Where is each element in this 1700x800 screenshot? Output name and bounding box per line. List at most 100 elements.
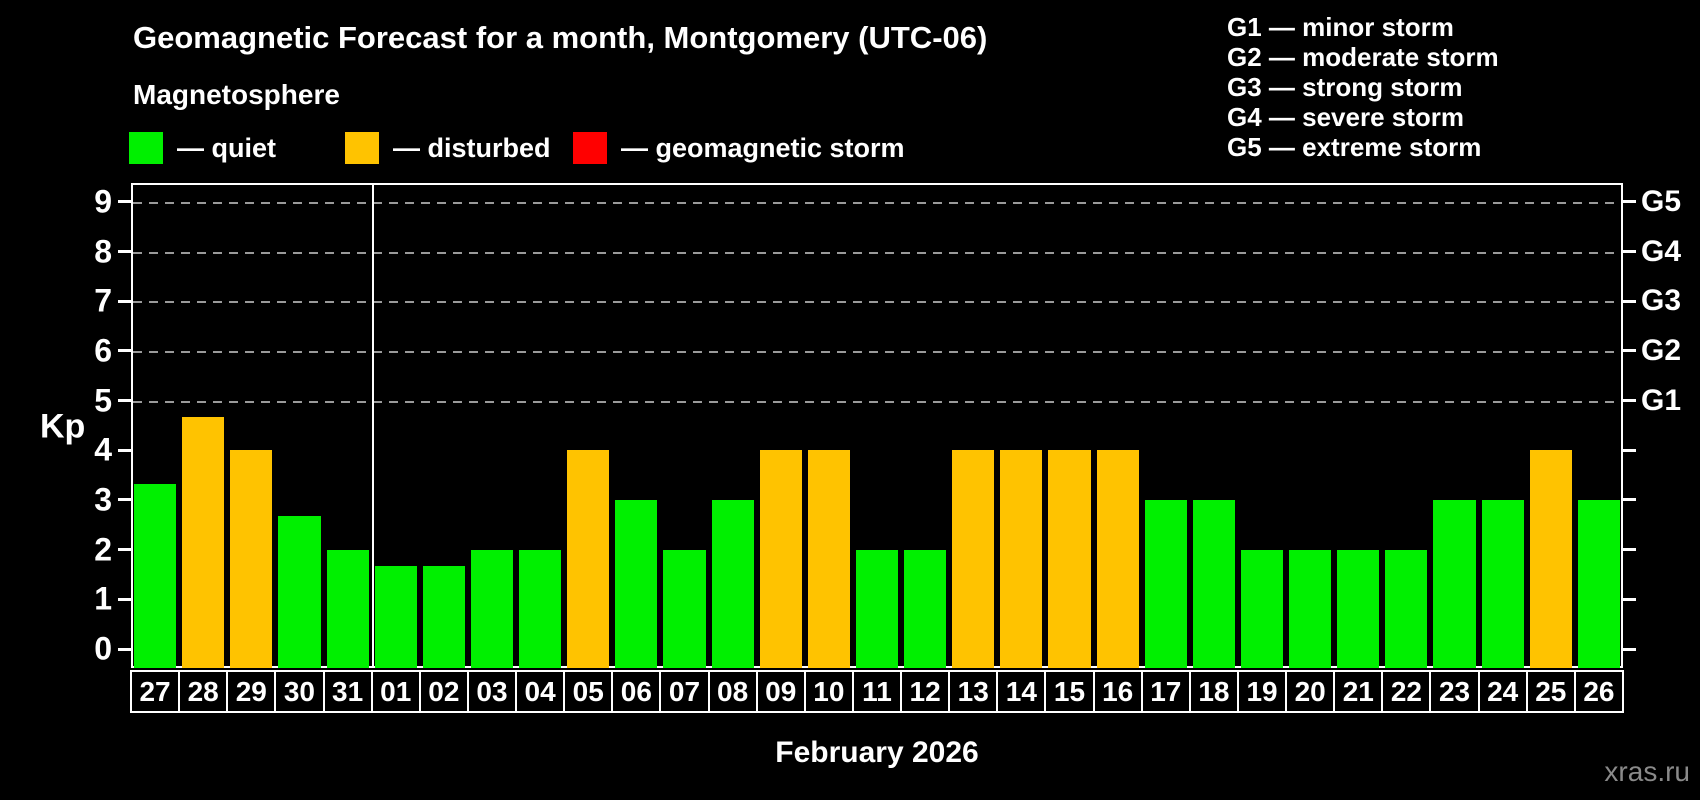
g-scale-label-g3: G3 — [1641, 284, 1682, 318]
kp-bar-25 — [1529, 450, 1572, 668]
kp-bar-26 — [1577, 499, 1620, 668]
y-tick-0 — [118, 647, 131, 651]
gridline-kp-8 — [133, 251, 1621, 254]
day-label-07: 07 — [659, 670, 710, 713]
legend-label-disturbed: — disturbed — [393, 132, 551, 163]
storm-scale-g5: G5 — extreme storm — [1227, 132, 1482, 162]
right-tick-4 — [1623, 448, 1636, 452]
disturbed-color-swatch — [345, 132, 379, 164]
day-label-02: 02 — [418, 670, 469, 713]
kp-bar-29 — [230, 450, 273, 668]
y-tick-5 — [118, 399, 131, 403]
legend-label-storm: — geomagnetic storm — [621, 132, 905, 163]
kp-bar-16 — [1096, 450, 1139, 668]
right-tick-7 — [1623, 299, 1636, 303]
kp-bar-06 — [615, 499, 658, 668]
month-divider — [371, 185, 374, 666]
kp-bar-09 — [759, 450, 802, 668]
chart-title: Geomagnetic Forecast for a month, Montgo… — [133, 20, 988, 55]
gridline-kp-6 — [133, 350, 1621, 353]
legend-item-quiet: — quiet — [129, 131, 276, 165]
day-label-23: 23 — [1429, 670, 1480, 713]
gridline-kp-9 — [133, 201, 1621, 204]
y-tick-label-0: 0 — [94, 630, 112, 667]
kp-bar-21 — [1337, 549, 1380, 668]
kp-bar-17 — [1144, 499, 1187, 668]
y-tick-7 — [118, 299, 131, 303]
kp-bar-05 — [567, 450, 610, 668]
right-tick-2 — [1623, 548, 1636, 552]
day-label-21: 21 — [1333, 670, 1384, 713]
day-label-03: 03 — [466, 670, 518, 713]
y-tick-9 — [118, 200, 131, 204]
right-tick-1 — [1623, 597, 1636, 601]
kp-bar-12 — [904, 549, 947, 668]
storm-scale-g2: G2 — moderate storm — [1227, 42, 1499, 72]
y-tick-1 — [118, 597, 131, 601]
day-label-08: 08 — [707, 670, 758, 713]
storm-scale-g1: G1 — minor storm — [1227, 12, 1454, 42]
plot-area — [131, 183, 1623, 668]
y-tick-label-6: 6 — [94, 332, 112, 369]
day-label-18: 18 — [1188, 670, 1239, 713]
kp-bar-15 — [1048, 450, 1091, 668]
storm-scale-g3: G3 — strong storm — [1227, 72, 1463, 102]
day-label-10: 10 — [803, 670, 854, 713]
kp-bar-08 — [711, 499, 754, 668]
y-tick-label-2: 2 — [94, 531, 112, 568]
kp-bar-14 — [1000, 450, 1043, 668]
g-scale-label-g2: G2 — [1641, 333, 1682, 367]
day-label-29: 29 — [226, 670, 277, 713]
kp-bar-31 — [326, 549, 369, 668]
storm-color-swatch — [573, 132, 607, 164]
day-label-22: 22 — [1381, 670, 1432, 713]
kp-bar-20 — [1289, 549, 1332, 668]
right-tick-3 — [1623, 498, 1636, 502]
day-label-19: 19 — [1236, 670, 1288, 713]
y-axis-title: Kp — [40, 407, 86, 446]
y-tick-6 — [118, 349, 131, 353]
storm-scale-legend: G1 — minor storm G2 — moderate storm G3 … — [1227, 12, 1499, 162]
legend-item-disturbed: — disturbed — [345, 131, 551, 165]
day-label-25: 25 — [1525, 670, 1576, 713]
day-label-17: 17 — [1140, 670, 1191, 713]
day-label-28: 28 — [178, 670, 229, 713]
day-label-13: 13 — [948, 670, 999, 713]
y-tick-label-1: 1 — [94, 580, 112, 617]
y-tick-3 — [118, 498, 131, 502]
day-label-04: 04 — [515, 670, 566, 713]
day-label-27: 27 — [130, 670, 181, 713]
x-axis-title: February 2026 — [775, 736, 979, 769]
day-label-31: 31 — [322, 670, 373, 713]
day-label-12: 12 — [900, 670, 951, 713]
y-tick-8 — [118, 250, 131, 254]
right-tick-8 — [1623, 250, 1636, 254]
g-scale-label-g1: G1 — [1641, 383, 1682, 417]
kp-bar-23 — [1433, 499, 1476, 668]
y-tick-label-5: 5 — [94, 382, 112, 419]
watermark: xras.ru — [1604, 756, 1690, 787]
day-label-14: 14 — [996, 670, 1047, 713]
kp-bar-22 — [1385, 549, 1428, 668]
g-scale-label-g5: G5 — [1641, 184, 1682, 218]
day-label-24: 24 — [1477, 670, 1528, 713]
kp-bar-11 — [855, 549, 899, 668]
gridline-kp-5 — [133, 400, 1621, 403]
day-label-16: 16 — [1092, 670, 1143, 713]
kp-bar-03 — [470, 549, 514, 668]
gridline-kp-7 — [133, 301, 1621, 304]
legend-label-quiet: — quiet — [177, 132, 276, 163]
kp-bar-13 — [952, 450, 995, 668]
y-tick-label-9: 9 — [94, 183, 112, 220]
day-label-01: 01 — [370, 670, 421, 713]
right-tick-5 — [1623, 399, 1636, 403]
day-label-30: 30 — [274, 670, 325, 713]
right-tick-6 — [1623, 349, 1636, 353]
day-label-26: 26 — [1573, 670, 1624, 713]
day-label-15: 15 — [1044, 670, 1095, 713]
right-tick-9 — [1623, 200, 1636, 204]
kp-bar-07 — [663, 549, 706, 668]
kp-bar-28 — [182, 417, 225, 668]
legend-item-storm: — geomagnetic storm — [573, 131, 905, 165]
